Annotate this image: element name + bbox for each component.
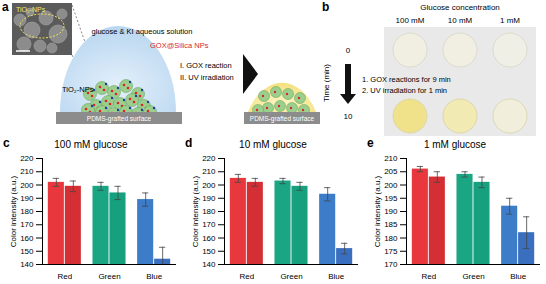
svg-text:TiO₂-NPs: TiO₂-NPs xyxy=(62,85,94,94)
html-text:10 mM glucose: 10 mM glucose xyxy=(239,139,307,150)
svg-text:0: 0 xyxy=(346,46,351,55)
svg-text:Blue: Blue xyxy=(510,272,527,281)
svg-text:GOX@Silica NPs: GOX@Silica NPs xyxy=(150,41,209,50)
svg-text:Red: Red xyxy=(57,272,72,281)
svg-text:210: 210 xyxy=(384,154,398,163)
svg-text:Time (min): Time (min) xyxy=(322,64,331,102)
svg-text:10 mM: 10 mM xyxy=(448,16,473,25)
svg-text:Color intensity (a.u.): Color intensity (a.u.) xyxy=(9,175,18,247)
svg-text:I. GOX reaction: I. GOX reaction xyxy=(180,61,232,70)
svg-text:190: 190 xyxy=(20,194,34,203)
svg-text:170: 170 xyxy=(20,220,34,229)
html-text:d: d xyxy=(185,136,193,150)
svg-text:220: 220 xyxy=(20,154,34,163)
svg-text:180: 180 xyxy=(20,207,34,216)
svg-text:200: 200 xyxy=(384,181,398,190)
svg-text:220: 220 xyxy=(202,154,216,163)
svg-text:200: 200 xyxy=(20,181,34,190)
svg-text:TiO₂-NPs: TiO₂-NPs xyxy=(16,6,46,13)
svg-text:210: 210 xyxy=(20,167,34,176)
svg-text:175: 175 xyxy=(384,247,398,256)
svg-text:PDMS-grafted surface: PDMS-grafted surface xyxy=(87,115,152,123)
svg-text:160: 160 xyxy=(20,234,34,243)
svg-text:140: 140 xyxy=(202,260,216,269)
svg-text:Red: Red xyxy=(239,272,254,281)
svg-text:100 mM: 100 mM xyxy=(396,16,425,25)
svg-text:PDMS-grafted surface: PDMS-grafted surface xyxy=(250,115,315,123)
svg-text:Green: Green xyxy=(462,272,484,281)
svg-text:II. UV irradiation: II. UV irradiation xyxy=(180,73,234,82)
svg-text:1 mM: 1 mM xyxy=(500,16,520,25)
svg-text:Blue: Blue xyxy=(328,272,345,281)
svg-text:190: 190 xyxy=(202,194,216,203)
svg-text:Green: Green xyxy=(98,272,120,281)
html-text:100 mM glucose: 100 mM glucose xyxy=(54,139,128,150)
svg-text:Color intensity (a.u.): Color intensity (a.u.) xyxy=(191,175,200,247)
svg-text:170: 170 xyxy=(384,260,398,269)
svg-text:10: 10 xyxy=(344,112,353,121)
svg-text:Glucose concentration: Glucose concentration xyxy=(420,3,500,12)
html-text:c: c xyxy=(3,136,10,150)
svg-text:Green: Green xyxy=(280,272,302,281)
svg-text:160: 160 xyxy=(202,234,216,243)
svg-text:190: 190 xyxy=(384,207,398,216)
svg-text:150: 150 xyxy=(202,247,216,256)
svg-text:205: 205 xyxy=(384,167,398,176)
svg-text:185: 185 xyxy=(384,220,398,229)
svg-text:1. GOX reactions for 9 min: 1. GOX reactions for 9 min xyxy=(362,75,451,84)
svg-text:2. UV irradiation for 1 min: 2. UV irradiation for 1 min xyxy=(362,86,447,95)
svg-text:195: 195 xyxy=(384,194,398,203)
svg-text:b: b xyxy=(322,0,329,14)
svg-text:180: 180 xyxy=(202,207,216,216)
svg-text:a: a xyxy=(2,0,9,14)
svg-text:210: 210 xyxy=(202,167,216,176)
svg-text:Red: Red xyxy=(421,272,436,281)
svg-text:200: 200 xyxy=(202,181,216,190)
svg-text:170: 170 xyxy=(202,220,216,229)
svg-text:150: 150 xyxy=(20,247,34,256)
svg-text:180: 180 xyxy=(384,234,398,243)
svg-text:glucose & KI aqueous solution: glucose & KI aqueous solution xyxy=(92,27,193,36)
html-text:1 mM glucose: 1 mM glucose xyxy=(423,139,487,150)
svg-text:Blue: Blue xyxy=(146,272,163,281)
svg-text:140: 140 xyxy=(20,260,34,269)
svg-text:Color intensity (a.u.): Color intensity (a.u.) xyxy=(373,175,382,247)
html-text:e: e xyxy=(367,136,374,150)
